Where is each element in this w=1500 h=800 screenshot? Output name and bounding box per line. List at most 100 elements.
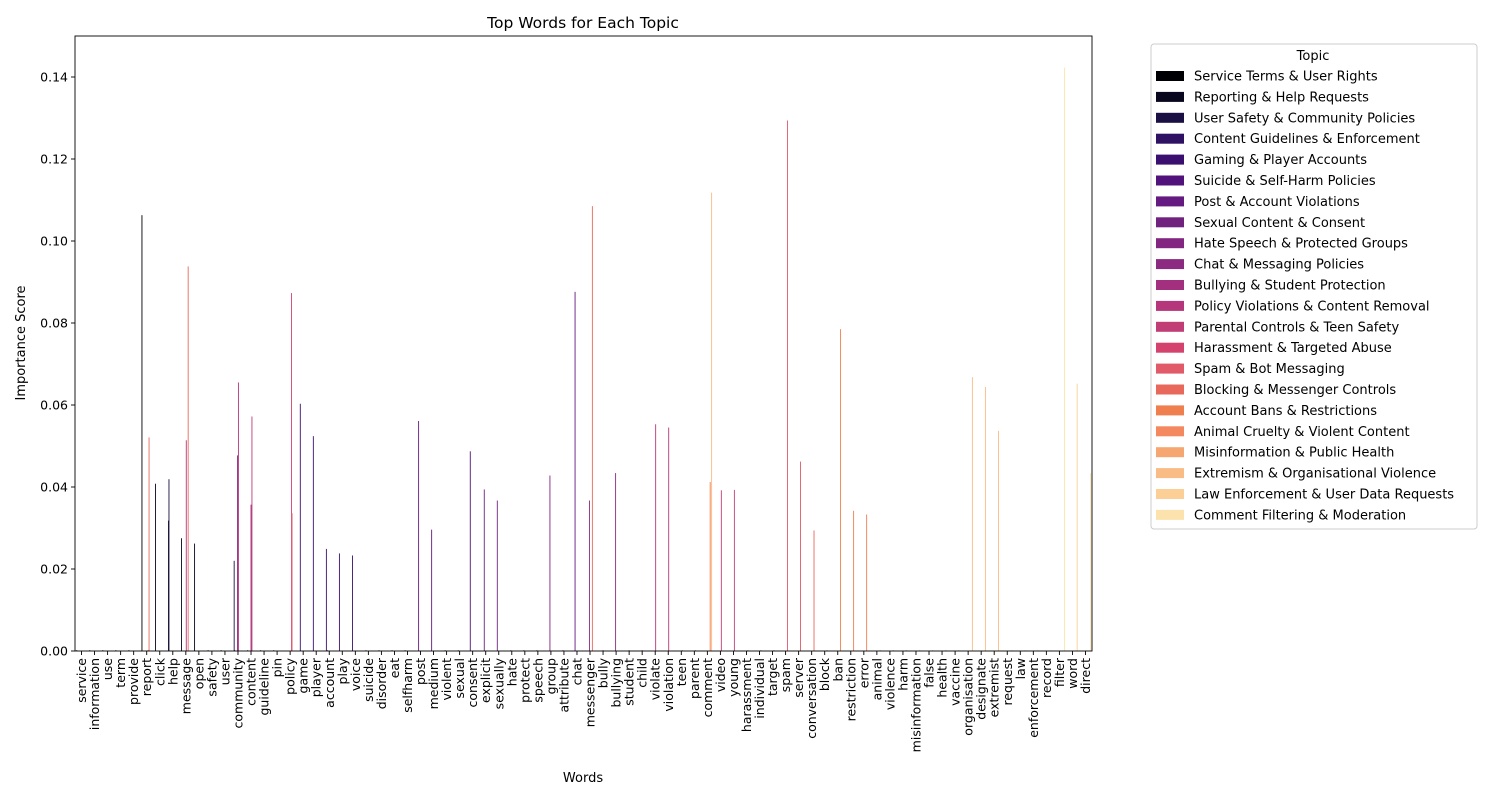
x-tick-label: game bbox=[296, 658, 311, 694]
legend-swatch bbox=[1156, 280, 1184, 290]
y-tick-label: 0.08 bbox=[40, 316, 68, 331]
bar bbox=[655, 424, 657, 651]
bar bbox=[1090, 473, 1092, 651]
bar bbox=[291, 513, 293, 651]
legend-label: Chat & Messaging Policies bbox=[1194, 258, 1364, 273]
x-tick-label: bullying bbox=[609, 658, 624, 708]
x-tick-label: false bbox=[922, 658, 937, 688]
x-tick-label: video bbox=[713, 658, 728, 692]
x-tick-label: post bbox=[413, 658, 428, 685]
x-tick-label: individual bbox=[752, 658, 767, 719]
y-axis-title: Importance Score bbox=[14, 285, 29, 400]
x-tick-label: open bbox=[191, 658, 206, 689]
bar bbox=[720, 490, 722, 651]
x-tick-label: community bbox=[230, 657, 245, 728]
x-tick-label: filter bbox=[1052, 657, 1067, 687]
bar bbox=[813, 530, 815, 651]
x-tick-label: enforcement bbox=[1026, 658, 1041, 738]
bar bbox=[668, 427, 670, 651]
legend-swatch bbox=[1156, 259, 1184, 270]
bar bbox=[496, 500, 498, 651]
x-tick-label: term bbox=[113, 658, 128, 688]
legend-swatch bbox=[1156, 91, 1184, 102]
x-tick-label: request bbox=[1000, 658, 1015, 706]
y-tick-label: 0.00 bbox=[40, 644, 68, 659]
x-tick-label: child bbox=[635, 658, 650, 688]
legend-label: Harassment & Targeted Abuse bbox=[1194, 341, 1392, 356]
x-tick-label: attribute bbox=[556, 658, 571, 713]
x-tick-label: pin bbox=[270, 658, 285, 677]
legend-swatch bbox=[1156, 175, 1184, 186]
bar bbox=[299, 403, 301, 651]
x-tick-label: play bbox=[335, 657, 350, 684]
bar bbox=[325, 548, 327, 651]
x-tick-label: student bbox=[622, 658, 637, 706]
x-tick-label: conversation bbox=[804, 658, 819, 739]
x-tick-label: organisation bbox=[961, 658, 976, 736]
legend-label: Extremism & Organisational Violence bbox=[1194, 467, 1436, 482]
x-tick-label: protect bbox=[517, 658, 532, 703]
bar bbox=[168, 479, 170, 651]
legend-label: Reporting & Help Requests bbox=[1194, 90, 1369, 105]
legend-swatch bbox=[1156, 447, 1184, 458]
x-tick-label: designate bbox=[974, 658, 989, 720]
bar bbox=[251, 416, 253, 651]
bar bbox=[352, 555, 353, 651]
x-axis-title: Words bbox=[563, 771, 603, 786]
x-tick-label: sexual bbox=[452, 658, 467, 698]
bar bbox=[194, 543, 196, 651]
bar bbox=[237, 382, 239, 651]
bar bbox=[168, 520, 169, 651]
x-tick-labels: serviceinformationusetermprovidereportcl… bbox=[74, 651, 1093, 752]
x-tick-label: error bbox=[856, 657, 871, 688]
legend-label: Hate Speech & Protected Groups bbox=[1194, 237, 1408, 252]
bar bbox=[187, 266, 189, 651]
x-tick-label: player bbox=[309, 657, 324, 697]
bar bbox=[733, 489, 735, 651]
x-tick-label: law bbox=[1013, 658, 1028, 679]
x-tick-label: guideline bbox=[257, 658, 272, 716]
legend-title: Topic bbox=[1296, 49, 1330, 64]
bar bbox=[233, 560, 235, 651]
legend-swatch bbox=[1156, 217, 1184, 228]
x-tick-label: consent bbox=[465, 658, 480, 708]
x-tick-label: click bbox=[152, 657, 167, 686]
bar bbox=[709, 482, 711, 651]
legend-label: Account Bans & Restrictions bbox=[1194, 404, 1377, 419]
bar bbox=[984, 386, 986, 651]
legend-swatch bbox=[1156, 509, 1184, 520]
x-tick-label: violation bbox=[661, 658, 676, 712]
bar bbox=[853, 510, 855, 651]
legend-swatch bbox=[1156, 196, 1184, 207]
legend-label: Gaming & Player Accounts bbox=[1194, 153, 1367, 168]
x-tick-label: hate bbox=[504, 658, 519, 686]
legend-swatch bbox=[1156, 112, 1184, 123]
bar bbox=[469, 451, 471, 651]
legend-swatch bbox=[1156, 384, 1184, 395]
x-tick-label: restriction bbox=[843, 658, 858, 721]
axes-layer bbox=[74, 35, 1093, 652]
x-tick-label: messenger bbox=[583, 657, 598, 727]
x-tick-label: chat bbox=[569, 658, 584, 685]
legend-swatch bbox=[1156, 426, 1184, 437]
bar bbox=[866, 514, 868, 651]
bar bbox=[549, 475, 551, 651]
x-tick-label: comment bbox=[700, 658, 715, 717]
x-tick-label: medium bbox=[426, 658, 441, 709]
bar bbox=[787, 120, 788, 651]
x-tick-label: animal bbox=[869, 658, 884, 700]
bar bbox=[155, 483, 156, 651]
x-tick-label: report bbox=[139, 658, 154, 696]
bar bbox=[1064, 67, 1066, 651]
legend-swatch bbox=[1156, 489, 1184, 499]
x-tick-label: violent bbox=[439, 658, 454, 701]
legend-swatch bbox=[1156, 238, 1184, 249]
x-tick-label: record bbox=[1039, 658, 1054, 698]
legend-label: Service Terms & User Rights bbox=[1194, 70, 1378, 85]
x-tick-label: violence bbox=[882, 658, 897, 710]
x-tick-label: speech bbox=[530, 658, 545, 703]
y-tick-label: 0.02 bbox=[40, 562, 68, 577]
bar bbox=[840, 329, 842, 651]
plot-frame bbox=[74, 35, 1093, 652]
x-tick-label: group bbox=[543, 658, 558, 694]
